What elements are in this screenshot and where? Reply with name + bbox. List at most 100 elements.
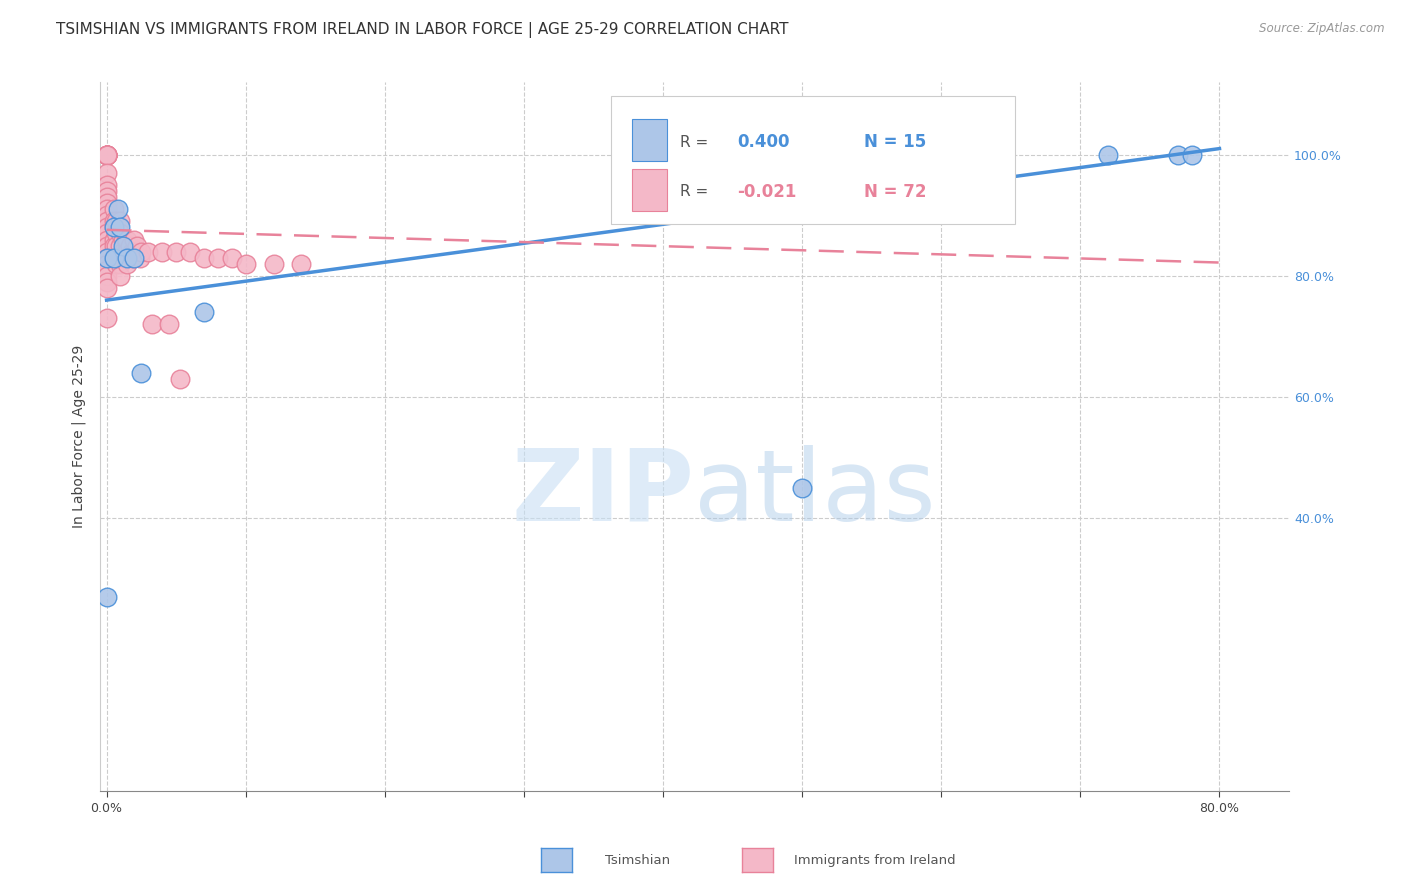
- Point: [103, 214, 125, 228]
- Text: 0.400: 0.400: [737, 133, 790, 151]
- Point: [96, 251, 118, 265]
- Point: [221, 251, 243, 265]
- Point: [129, 251, 152, 265]
- Point: [165, 244, 187, 259]
- Point: [96, 233, 118, 247]
- Text: N = 72: N = 72: [865, 183, 927, 201]
- FancyBboxPatch shape: [633, 120, 666, 161]
- Point: [792, 481, 814, 495]
- Point: [235, 257, 257, 271]
- Point: [110, 268, 132, 283]
- Text: R =: R =: [681, 185, 713, 199]
- Point: [96, 281, 118, 295]
- Point: [96, 251, 118, 265]
- Point: [96, 262, 118, 277]
- Point: [105, 227, 128, 241]
- Point: [96, 196, 118, 211]
- Point: [96, 227, 118, 241]
- Point: [96, 147, 118, 161]
- Point: [96, 238, 118, 252]
- Point: [96, 214, 118, 228]
- Point: [103, 251, 125, 265]
- Point: [96, 147, 118, 161]
- Point: [96, 147, 118, 161]
- Point: [117, 244, 139, 259]
- Point: [110, 214, 132, 228]
- Point: [131, 366, 153, 380]
- Point: [112, 244, 135, 259]
- Point: [96, 166, 118, 180]
- Point: [117, 251, 139, 265]
- Text: R =: R =: [681, 135, 713, 150]
- Point: [96, 311, 118, 326]
- Point: [96, 257, 118, 271]
- Point: [103, 220, 125, 235]
- Point: [121, 244, 143, 259]
- Point: [127, 238, 149, 252]
- Point: [103, 220, 125, 235]
- Point: [96, 202, 118, 217]
- Text: ZIP: ZIP: [512, 445, 695, 541]
- Point: [1097, 147, 1119, 161]
- Point: [96, 190, 118, 204]
- Point: [96, 590, 118, 604]
- Point: [110, 238, 132, 252]
- Point: [141, 318, 163, 332]
- Point: [1167, 147, 1189, 161]
- Point: [169, 372, 191, 386]
- Text: Source: ZipAtlas.com: Source: ZipAtlas.com: [1260, 22, 1385, 36]
- Point: [124, 233, 146, 247]
- Text: atlas: atlas: [695, 445, 936, 541]
- Point: [115, 244, 138, 259]
- Point: [207, 251, 229, 265]
- Text: Immigrants from Ireland: Immigrants from Ireland: [794, 855, 956, 867]
- Text: TSIMSHIAN VS IMMIGRANTS FROM IRELAND IN LABOR FORCE | AGE 25-29 CORRELATION CHAR: TSIMSHIAN VS IMMIGRANTS FROM IRELAND IN …: [56, 22, 789, 38]
- Point: [115, 233, 138, 247]
- Point: [263, 257, 285, 271]
- Point: [96, 147, 118, 161]
- Point: [110, 220, 132, 235]
- Point: [103, 251, 125, 265]
- Point: [96, 147, 118, 161]
- Point: [96, 268, 118, 283]
- Point: [131, 244, 153, 259]
- Text: N = 15: N = 15: [865, 133, 927, 151]
- Point: [124, 251, 146, 265]
- Point: [105, 214, 128, 228]
- Point: [120, 238, 142, 252]
- Point: [157, 318, 180, 332]
- Point: [136, 244, 159, 259]
- Point: [96, 208, 118, 222]
- Point: [117, 257, 139, 271]
- Point: [96, 147, 118, 161]
- Point: [110, 251, 132, 265]
- Point: [96, 147, 118, 161]
- Text: -0.021: -0.021: [737, 183, 797, 201]
- Point: [112, 233, 135, 247]
- Point: [103, 233, 125, 247]
- Point: [105, 257, 128, 271]
- Point: [290, 257, 312, 271]
- Point: [193, 251, 215, 265]
- Point: [150, 244, 173, 259]
- Point: [105, 238, 128, 252]
- Point: [96, 147, 118, 161]
- FancyBboxPatch shape: [633, 169, 666, 211]
- Point: [110, 227, 132, 241]
- Text: Tsimshian: Tsimshian: [605, 855, 669, 867]
- Point: [1181, 147, 1204, 161]
- Point: [103, 202, 125, 217]
- Y-axis label: In Labor Force | Age 25-29: In Labor Force | Age 25-29: [72, 345, 86, 528]
- Point: [124, 244, 146, 259]
- Point: [96, 220, 118, 235]
- Point: [96, 275, 118, 289]
- FancyBboxPatch shape: [612, 96, 1015, 224]
- Point: [179, 244, 201, 259]
- Point: [112, 238, 135, 252]
- Point: [110, 257, 132, 271]
- Point: [96, 178, 118, 192]
- Point: [96, 244, 118, 259]
- Point: [103, 238, 125, 252]
- Point: [117, 233, 139, 247]
- Point: [193, 305, 215, 319]
